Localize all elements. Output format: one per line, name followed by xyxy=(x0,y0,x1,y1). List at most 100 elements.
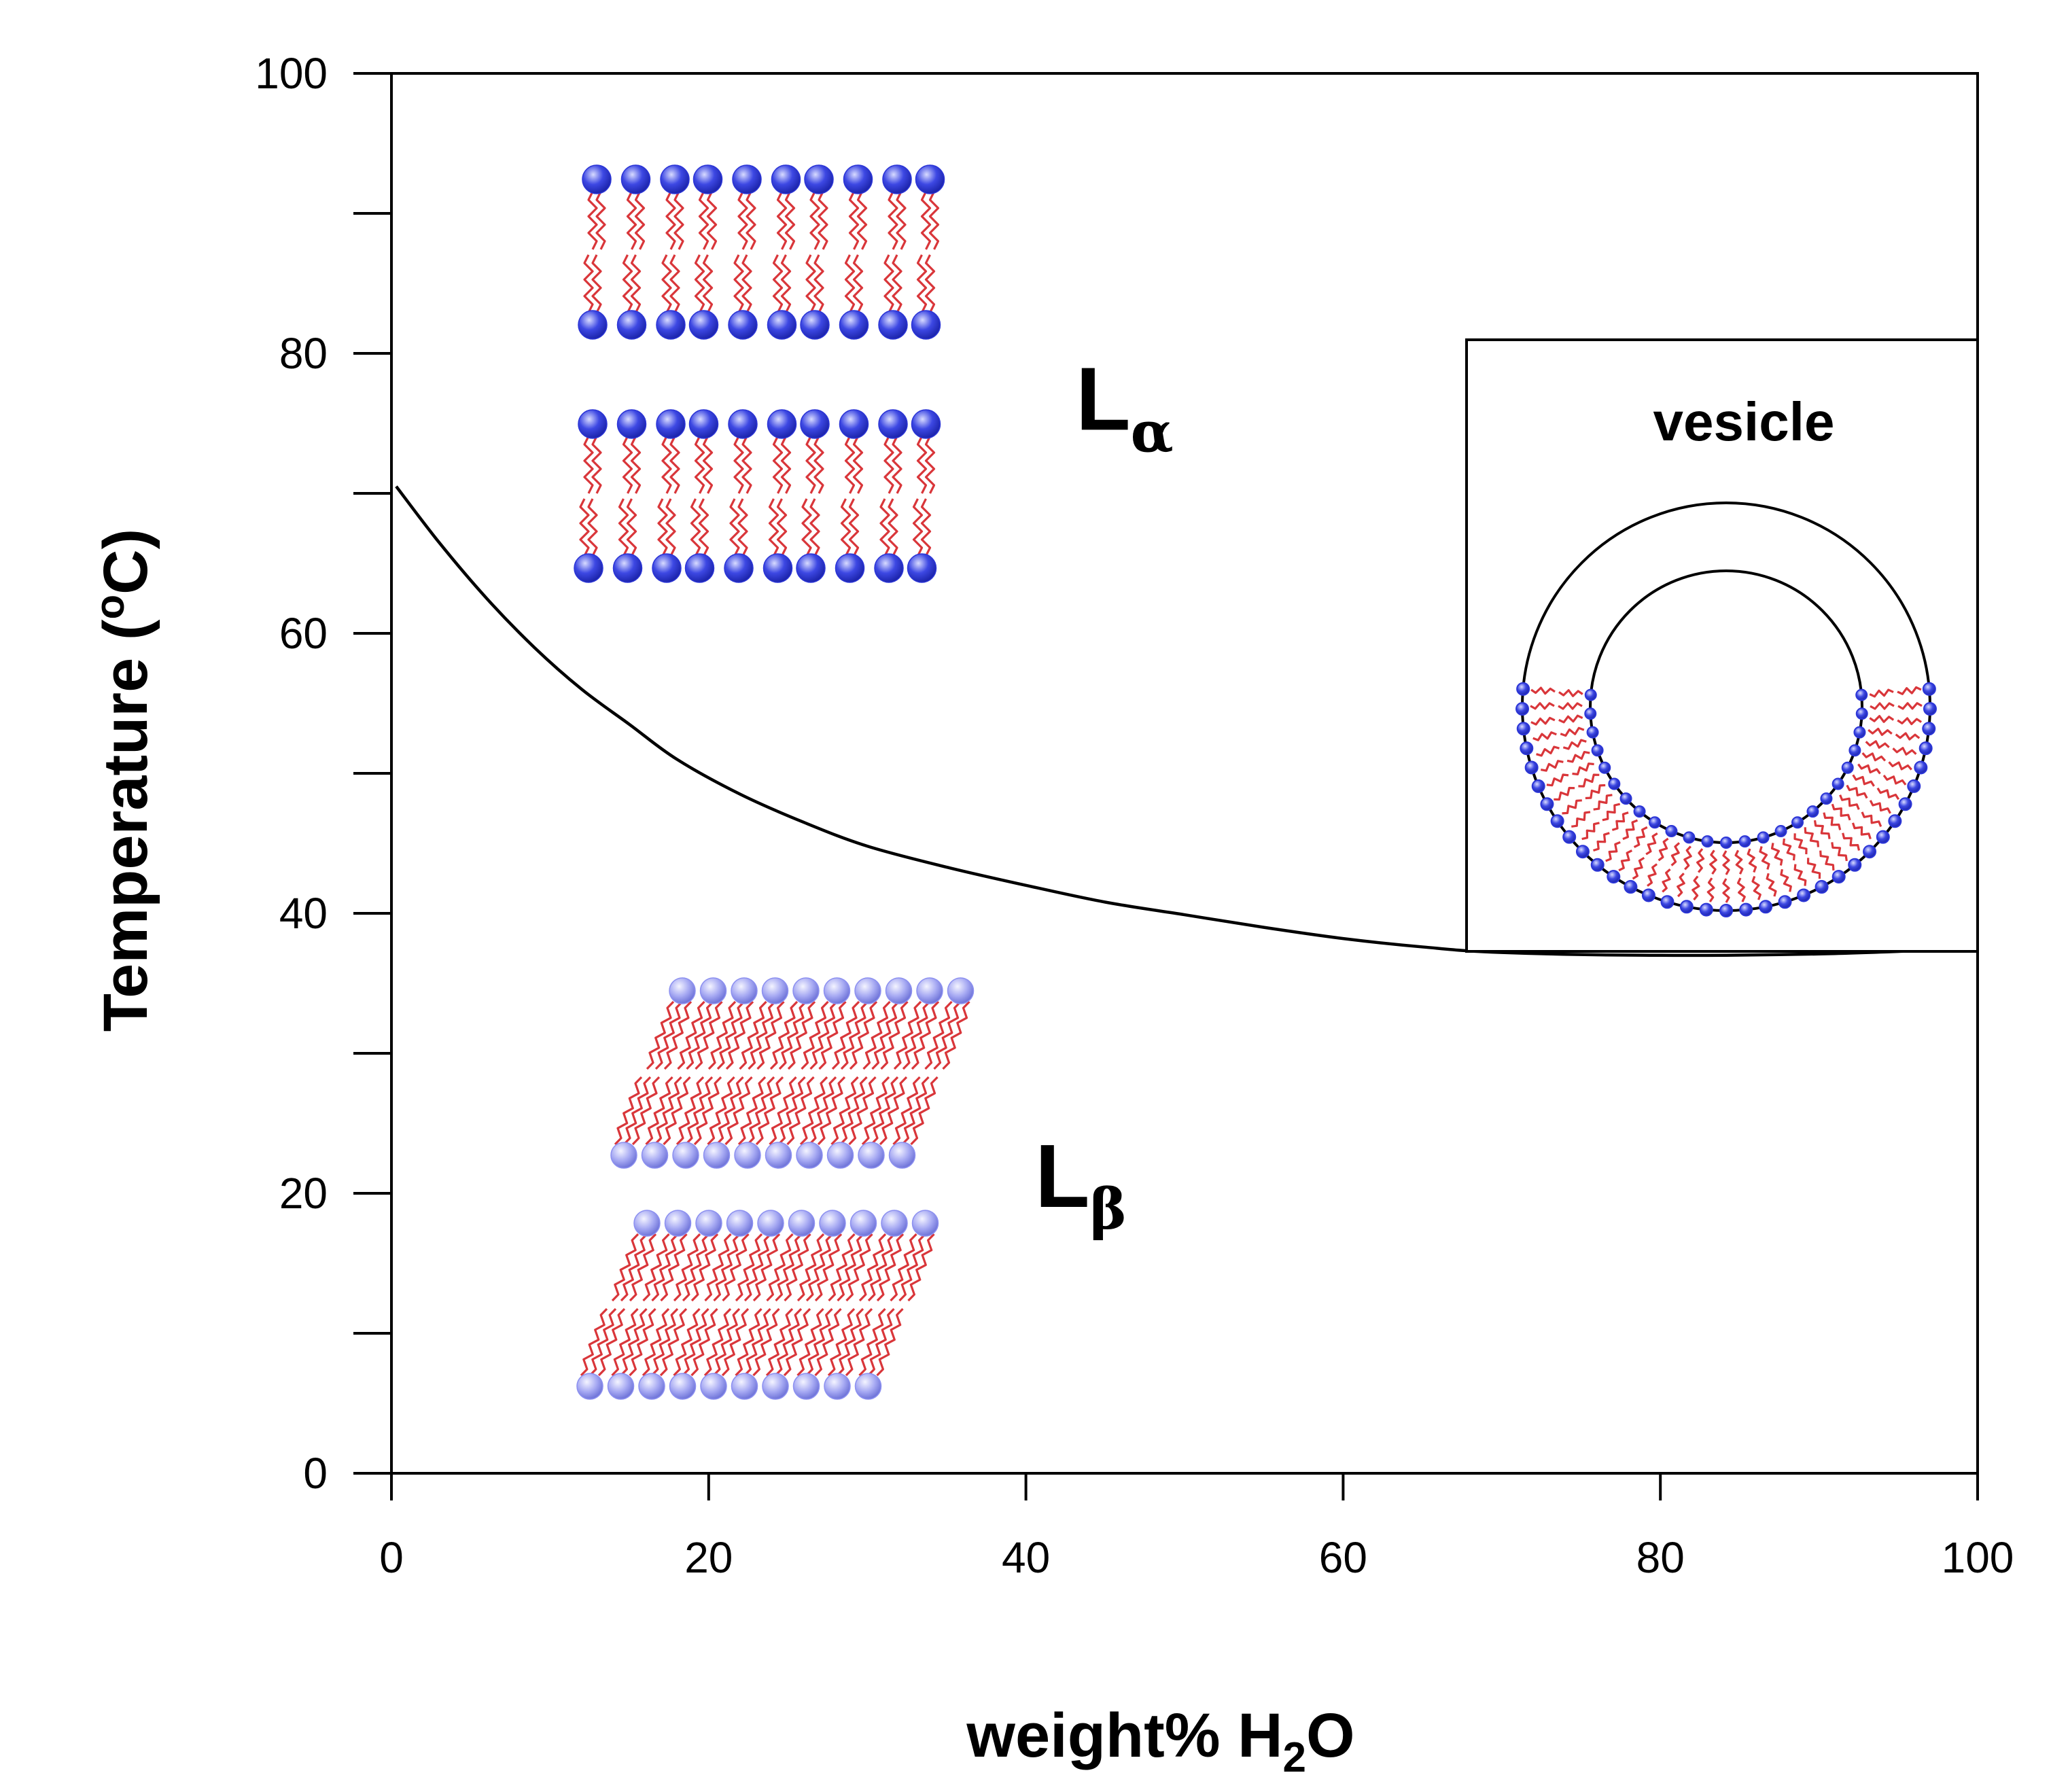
lipid-tail xyxy=(756,1000,785,1070)
lipid-headgroup xyxy=(620,164,651,194)
lipid-tail xyxy=(725,1000,754,1070)
lipid-tail xyxy=(799,1076,828,1146)
lipid-headgroup xyxy=(858,1142,885,1169)
lipid-headgroup xyxy=(578,409,608,439)
vesicle-lipid-tail xyxy=(1766,873,1777,897)
gel-lamellar-bilayers-illustration xyxy=(576,977,975,1400)
lipid-tail xyxy=(780,436,792,494)
l-alpha-phase-label: Lα xyxy=(1076,349,1174,465)
vesicle-lipid-tail xyxy=(1647,863,1658,887)
lipid-headgroup xyxy=(915,164,945,194)
lipid-headgroup xyxy=(916,977,943,1004)
lipid-headgroup xyxy=(703,1142,731,1169)
x-tick-label: 100 xyxy=(1942,1533,2014,1582)
lipid-tail xyxy=(780,254,792,313)
lipid-headgroup xyxy=(839,409,869,439)
lipid-headgroup xyxy=(878,310,908,340)
y-axis-ticks: 0 20 40 60 80 100 xyxy=(255,49,391,1498)
vesicle-lipid-tail xyxy=(1806,858,1821,879)
lipid-tail xyxy=(845,1307,873,1377)
lipid-tail xyxy=(724,1076,753,1146)
lipid-tail xyxy=(591,254,602,313)
lipid-headgroup xyxy=(849,1210,877,1237)
lipid-tail xyxy=(737,498,748,557)
vesicle-lipid-tail xyxy=(1611,811,1629,831)
vesicle-lipid-tail xyxy=(1706,877,1715,902)
lipid-headgroup xyxy=(695,1210,722,1237)
lipid-headgroup xyxy=(660,164,690,194)
lipid-tail xyxy=(805,254,816,313)
lipid-tail xyxy=(858,1233,887,1302)
vesicle-icon xyxy=(1515,502,1937,917)
lipid-tail xyxy=(896,191,907,250)
lipid-tail xyxy=(777,1076,806,1146)
lipid-headgroup xyxy=(641,1142,669,1169)
vesicle-lipid-tail xyxy=(1734,849,1744,875)
lipid-tail xyxy=(814,1307,842,1377)
lipid-tail xyxy=(663,1000,693,1070)
lipid-tail xyxy=(673,1307,701,1377)
vesicle-lipid-tail xyxy=(1868,727,1893,736)
lipid-headgroup xyxy=(734,1142,761,1169)
vesicle-headgroup xyxy=(1591,744,1604,757)
lipid-headgroup xyxy=(765,1142,792,1169)
vesicle-headgroup xyxy=(1531,779,1545,793)
vesicle-lipid-tail xyxy=(1562,739,1587,750)
lipid-tail xyxy=(622,436,633,494)
lipid-tail xyxy=(748,1000,776,1070)
vesicle-lipid-tail xyxy=(1578,773,1600,788)
vesicle-lipid-tail xyxy=(1870,702,1895,710)
lipid-headgroup xyxy=(800,310,830,340)
lipid-tail xyxy=(673,191,684,250)
vesicle-headgroup xyxy=(1739,902,1753,917)
lipid-headgroup xyxy=(724,553,754,583)
vesicle-headgroup xyxy=(1778,895,1792,909)
x-tick-label: 0 xyxy=(379,1533,404,1582)
lipid-headgroup xyxy=(843,164,873,194)
vesicle-headgroup xyxy=(1759,900,1773,914)
vesicle-headgroup xyxy=(1520,741,1534,756)
vesicle-lipid-tail xyxy=(1897,686,1922,695)
lipid-tail xyxy=(772,254,784,313)
lipid-tail xyxy=(707,1076,735,1146)
vesicle-lipid-tail xyxy=(1536,745,1560,757)
vesicle-lipid-tail xyxy=(1861,811,1882,827)
vesicle-headgroup xyxy=(1791,816,1804,829)
vesicle-lipid-tail xyxy=(1882,774,1907,786)
lipid-tail xyxy=(813,436,824,494)
vesicle-headgroup xyxy=(1863,845,1877,859)
lipid-tail xyxy=(796,1233,825,1302)
lipid-tail xyxy=(910,1076,939,1146)
lipid-tail xyxy=(733,436,744,494)
lipid-headgroup xyxy=(835,553,865,583)
lipid-headgroup xyxy=(792,977,820,1004)
lipid-tail xyxy=(629,1307,656,1377)
lipid-headgroup xyxy=(616,310,647,340)
lipid-headgroup xyxy=(656,409,686,439)
vesicle-headgroup xyxy=(1607,870,1621,884)
vesicle-lipid-tail xyxy=(1602,803,1621,822)
lipid-headgroup xyxy=(693,164,723,194)
lipid-headgroup xyxy=(767,409,797,439)
lipid-tail xyxy=(642,1307,670,1377)
lipid-headgroup xyxy=(767,310,797,340)
lipid-tail xyxy=(698,191,709,250)
lipid-tail xyxy=(690,498,701,557)
vesicle-headgroup xyxy=(1683,831,1696,844)
lipid-tail xyxy=(871,1000,900,1070)
vesicle-headgroup xyxy=(1524,760,1539,775)
vesicle-headgroup xyxy=(1841,761,1854,774)
vesicle-lipid-tail xyxy=(1530,686,1556,695)
lipid-tail xyxy=(775,1233,803,1302)
lipid-tail xyxy=(589,1307,617,1377)
lipid-tail xyxy=(911,1000,940,1070)
vesicle-headgroup xyxy=(1907,779,1921,793)
vesicle-lipid-tail xyxy=(1562,799,1582,815)
vesicle-headgroup xyxy=(1855,707,1868,720)
vesicle-inset-frame xyxy=(1465,338,1979,953)
lipid-tail xyxy=(631,1076,661,1146)
lipid-tail xyxy=(890,1233,917,1302)
lipid-headgroup xyxy=(757,1210,784,1237)
lipid-tail xyxy=(657,498,668,557)
vesicle-lipid-tail xyxy=(1892,747,1917,756)
